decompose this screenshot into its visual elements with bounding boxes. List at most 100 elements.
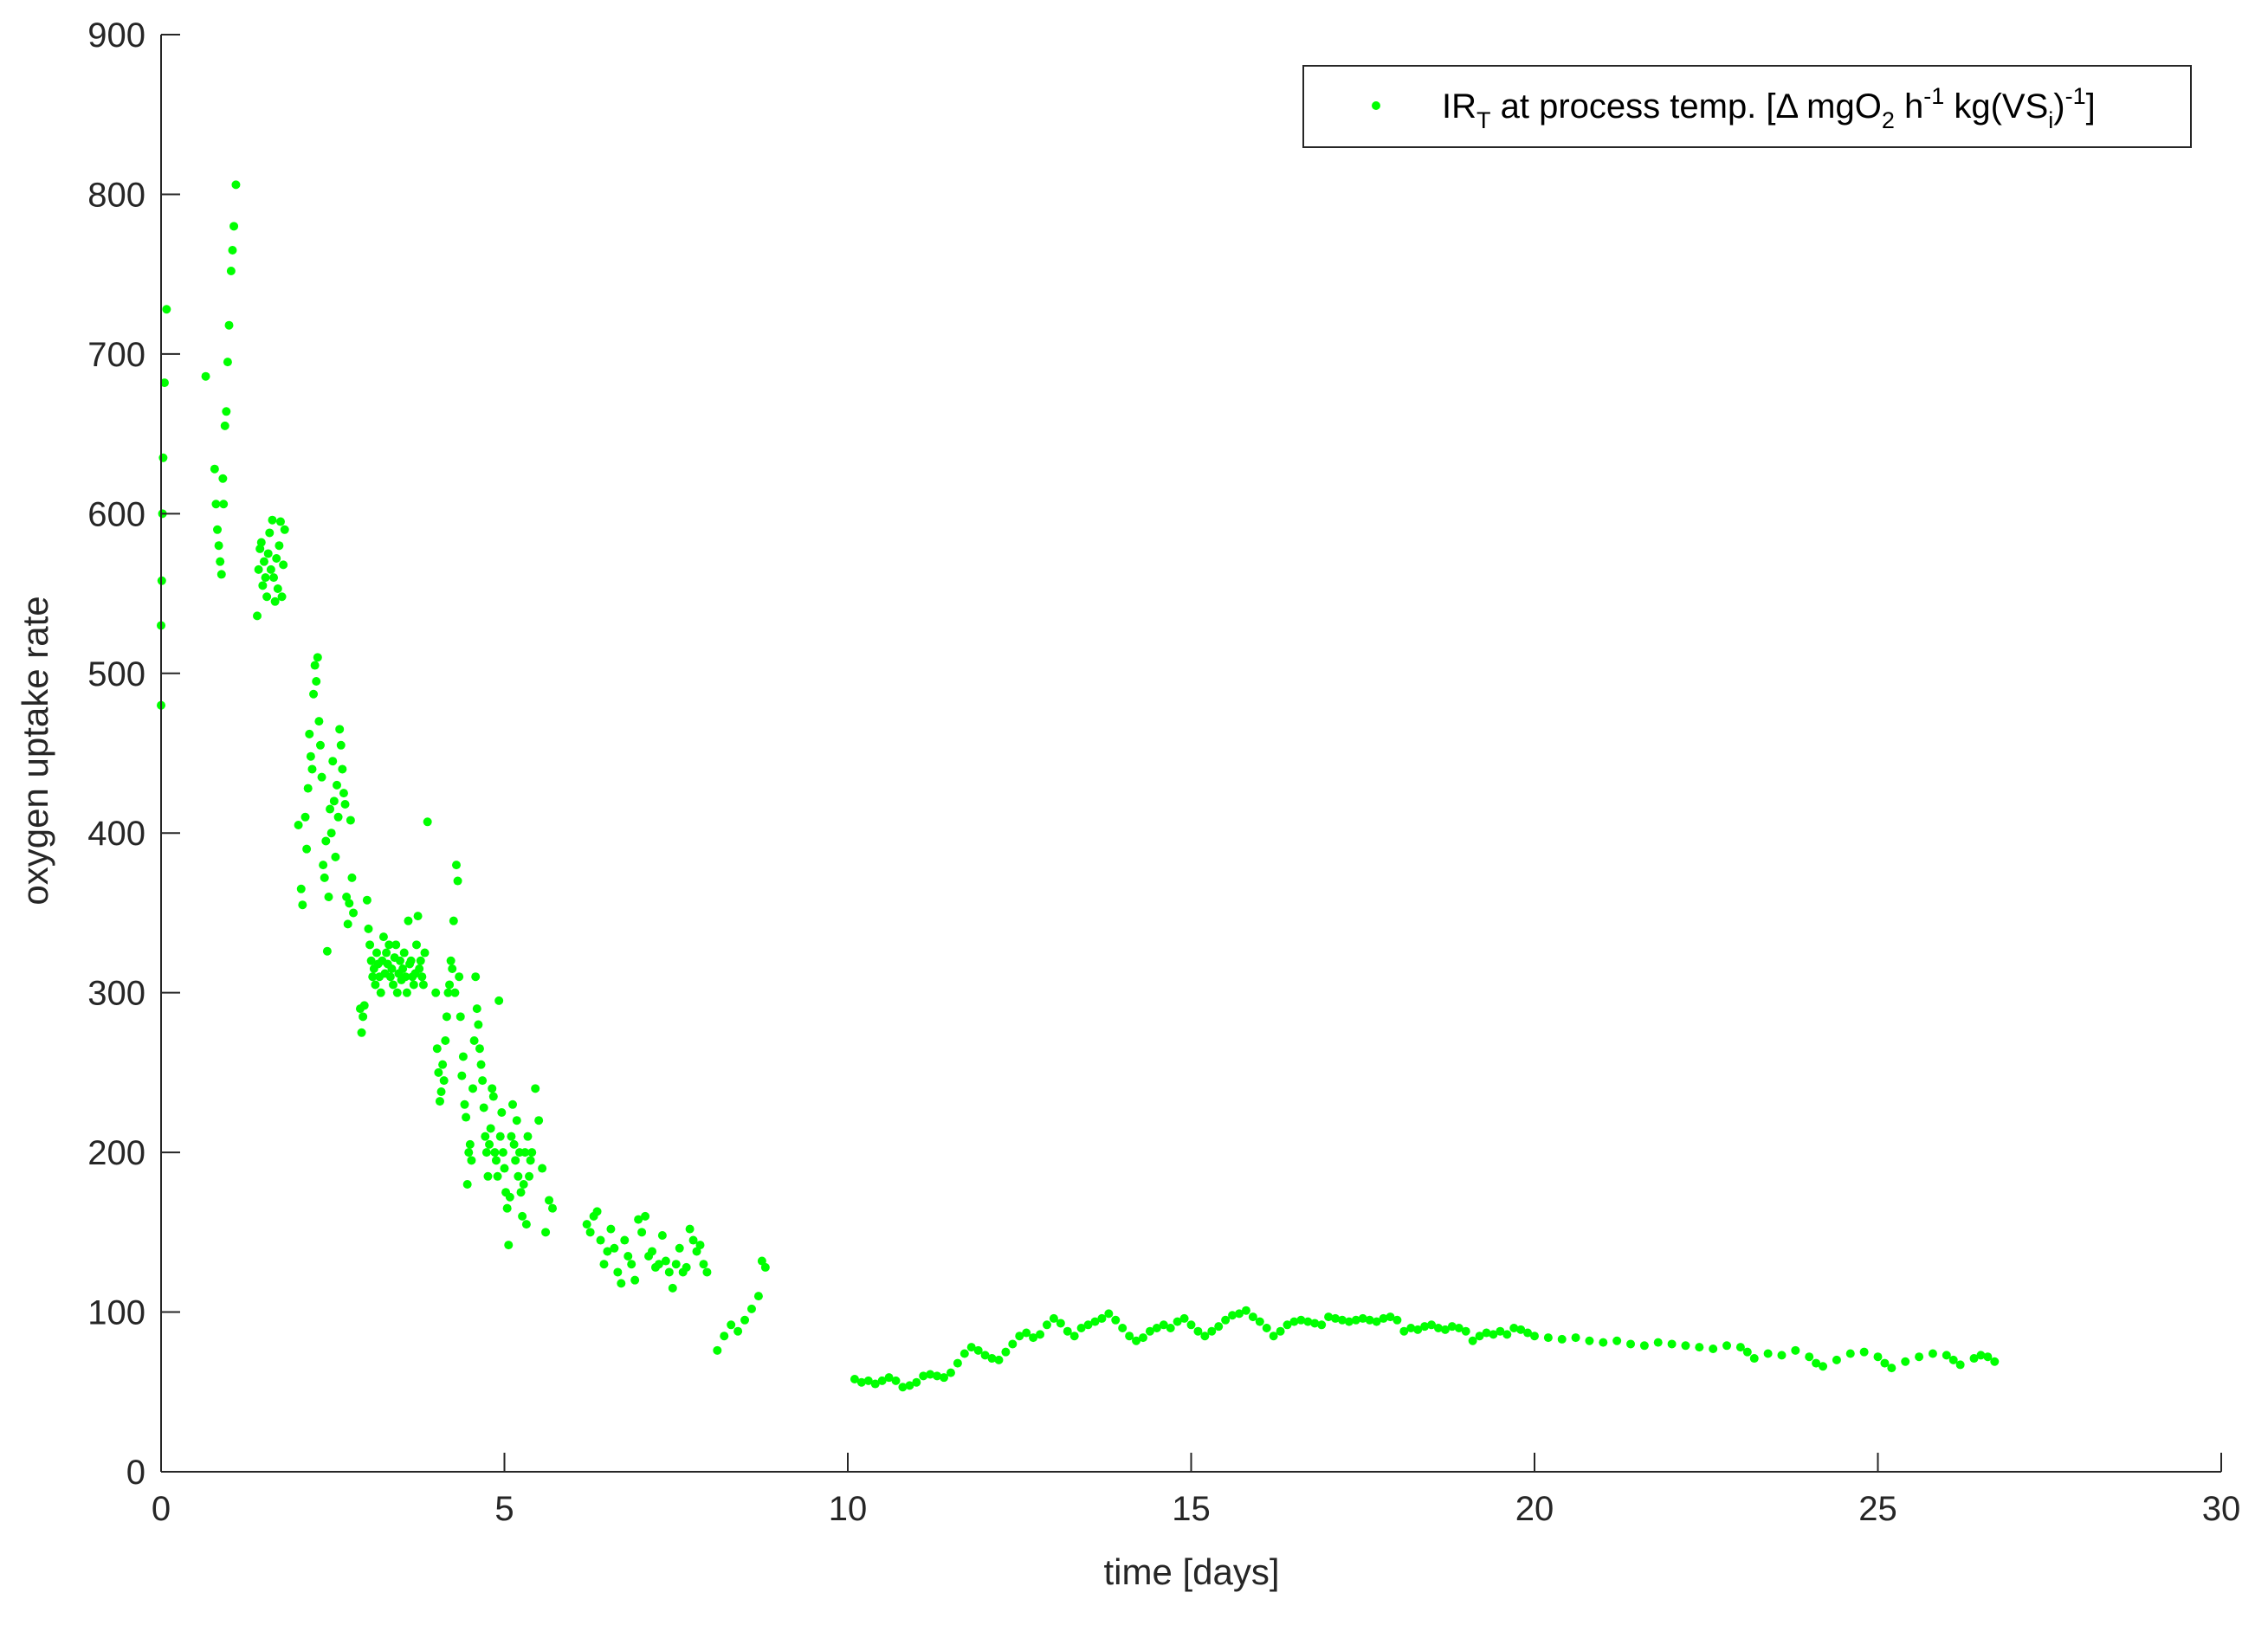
data-point [481, 1148, 491, 1157]
data-point [647, 1247, 656, 1256]
data-point [1173, 1317, 1182, 1326]
data-point [1104, 1309, 1114, 1319]
data-point [314, 717, 324, 726]
data-point [391, 940, 401, 950]
data-point [502, 1203, 512, 1213]
y-tick-label: 300 [87, 975, 145, 1013]
data-point [336, 740, 346, 750]
data-point [1440, 1325, 1450, 1334]
axes [160, 34, 2222, 1473]
data-point [228, 246, 237, 255]
data-point [449, 916, 458, 925]
data-point [1873, 1352, 1883, 1362]
data-point [486, 1124, 495, 1133]
data-point [446, 956, 456, 965]
data-point [1681, 1341, 1690, 1351]
data-point [592, 1207, 602, 1216]
x-tick-label: 25 [1858, 1490, 1897, 1528]
data-point [1166, 1324, 1175, 1332]
data-point [1722, 1341, 1732, 1351]
data-point [258, 581, 268, 590]
data-point [603, 1247, 612, 1256]
data-point [1145, 1326, 1154, 1336]
data-point [727, 1320, 736, 1330]
data-point [1015, 1332, 1024, 1341]
data-point [1969, 1354, 1979, 1364]
data-point [1482, 1328, 1491, 1338]
data-point [319, 861, 328, 870]
data-point [1928, 1349, 1937, 1358]
data-point [966, 1343, 976, 1352]
data-point [256, 538, 266, 547]
data-point [399, 948, 409, 958]
data-point [1138, 1333, 1147, 1343]
data-point [980, 1351, 990, 1360]
data-point [465, 1139, 475, 1149]
data-point [1626, 1339, 1636, 1349]
data-point [1427, 1320, 1437, 1330]
data-point [392, 988, 402, 997]
data-point [1022, 1328, 1031, 1338]
y-tick-labels: 0 100 200 300 400 500 600 700 800 900 [87, 16, 145, 1492]
data-point [1955, 1360, 1965, 1370]
data-point [1530, 1332, 1539, 1341]
data-point [1832, 1355, 1841, 1364]
data-point [310, 661, 320, 670]
data-point [472, 1004, 481, 1014]
data-point [335, 725, 345, 734]
data-point [1083, 1320, 1093, 1330]
data-point [411, 940, 421, 950]
data-point [497, 1108, 507, 1117]
y-tick-label: 0 [126, 1454, 145, 1492]
data-point [1001, 1347, 1011, 1357]
data-point [585, 1228, 595, 1237]
data-point [458, 1052, 468, 1061]
data-point [1468, 1336, 1477, 1345]
data-point [493, 1171, 502, 1181]
data-point [760, 1262, 770, 1272]
data-point [641, 1211, 650, 1221]
data-point [1420, 1322, 1430, 1332]
data-point [439, 1076, 449, 1086]
data-point [531, 1084, 540, 1093]
data-point [1241, 1306, 1250, 1315]
data-point [442, 1012, 451, 1022]
data-point [384, 940, 394, 950]
data-point [1372, 1317, 1381, 1326]
data-point [1653, 1338, 1663, 1347]
data-point [870, 1379, 880, 1389]
data-point [1097, 1313, 1107, 1323]
data-point [884, 1373, 894, 1383]
data-point [596, 1235, 605, 1245]
data-point [211, 500, 221, 509]
data-point [664, 1267, 674, 1277]
data-point [740, 1315, 750, 1325]
y-tick-label: 900 [87, 16, 145, 55]
data-point [512, 1116, 521, 1125]
data-point [347, 873, 357, 882]
data-point [268, 515, 277, 525]
data-point [372, 948, 382, 958]
data-point [850, 1375, 859, 1384]
data-point [409, 980, 418, 990]
data-point [338, 764, 347, 774]
data-point [1990, 1357, 2000, 1366]
data-point [508, 1099, 518, 1109]
legend-box [1302, 65, 2192, 148]
data-point [474, 1020, 483, 1029]
data-point [382, 948, 391, 958]
data-point [518, 1211, 527, 1221]
data-point [720, 1332, 729, 1341]
data-point [423, 817, 432, 827]
data-point [261, 573, 270, 583]
data-point [456, 1012, 465, 1022]
legend-marker [1372, 101, 1380, 110]
data-point [265, 528, 275, 538]
data-point [1029, 1333, 1038, 1343]
data-point [1915, 1352, 1924, 1362]
data-point [661, 1256, 670, 1266]
data-point [488, 1084, 497, 1093]
data-point [345, 899, 354, 908]
data-point [702, 1267, 712, 1277]
data-point [1076, 1324, 1086, 1332]
